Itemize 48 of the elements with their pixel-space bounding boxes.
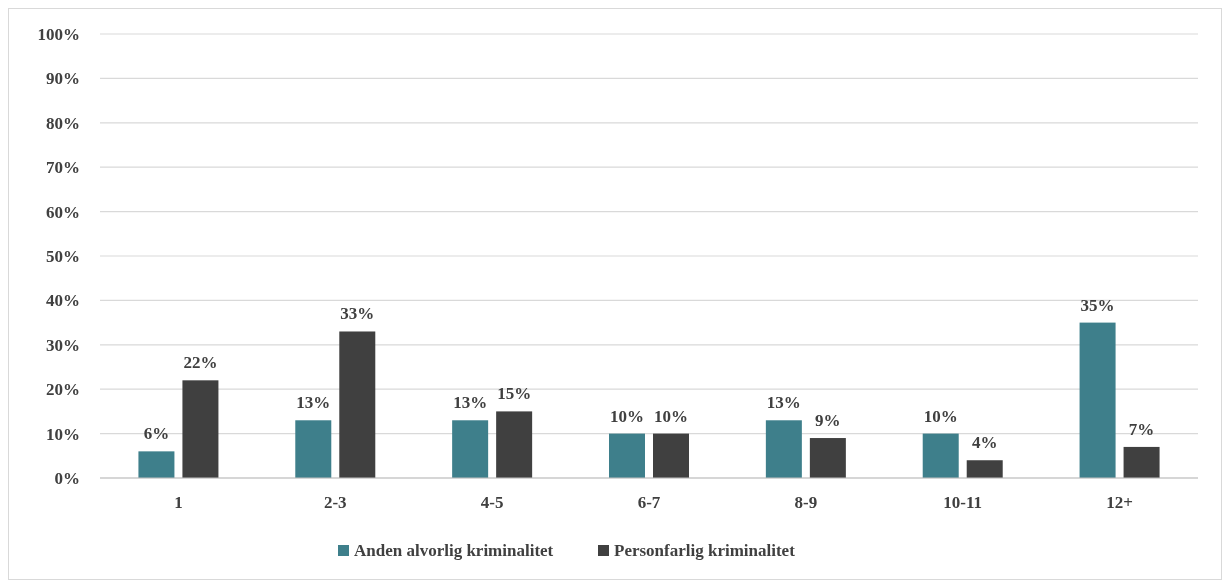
data-label: 15%: [497, 384, 532, 404]
bar: [922, 433, 959, 478]
x-tick-label: 8-9: [794, 493, 818, 512]
y-tick-label: 40%: [46, 291, 80, 311]
data-label: 9%: [815, 411, 841, 431]
bar: [1123, 446, 1160, 478]
x-tick-label: 12+: [1106, 493, 1133, 512]
data-label: 35%: [1080, 295, 1115, 315]
y-tick-label: 10%: [46, 424, 80, 444]
bar: [653, 433, 689, 478]
data-label: 10%: [923, 406, 958, 426]
bar: [295, 420, 332, 478]
data-label: 6%: [143, 424, 170, 444]
bar: [1079, 322, 1116, 478]
y-tick-label: 70%: [46, 158, 80, 178]
y-tick-label: 0%: [54, 468, 80, 488]
y-tick-label: 30%: [46, 335, 80, 355]
data-label: 7%: [1128, 419, 1155, 439]
data-label: 10%: [654, 406, 688, 426]
y-tick-label: 60%: [46, 202, 80, 222]
y-tick-label: 80%: [46, 113, 80, 133]
legend-label: Anden alvorlig kriminalitet: [354, 541, 554, 560]
y-tick-label: 20%: [46, 380, 80, 400]
bar: [182, 380, 219, 478]
data-label: 22%: [183, 353, 218, 373]
bar: [966, 460, 1003, 478]
x-tick-label: 4-5: [480, 493, 504, 512]
bar: [809, 438, 846, 478]
x-tick-label: 6-7: [637, 493, 661, 512]
x-tick-label: 10-11: [943, 493, 983, 512]
data-label: 13%: [453, 393, 488, 413]
data-label: 4%: [971, 433, 998, 453]
data-label: 33%: [340, 304, 375, 324]
bar: [138, 451, 175, 478]
x-tick-label: 2-3: [323, 493, 347, 512]
x-tick-label: 1: [174, 493, 183, 512]
data-label: 10%: [610, 406, 644, 426]
bar: [609, 433, 645, 478]
y-tick-label: 50%: [46, 246, 80, 266]
y-tick-label: 100%: [37, 24, 80, 44]
legend-label: Personfarlig kriminalitet: [614, 541, 796, 560]
bar: [496, 411, 533, 478]
y-tick-label: 90%: [46, 69, 80, 89]
data-label: 13%: [766, 393, 801, 413]
bar: [452, 420, 489, 478]
data-label: 13%: [296, 393, 331, 413]
bar: [765, 420, 802, 478]
bar: [339, 331, 376, 478]
